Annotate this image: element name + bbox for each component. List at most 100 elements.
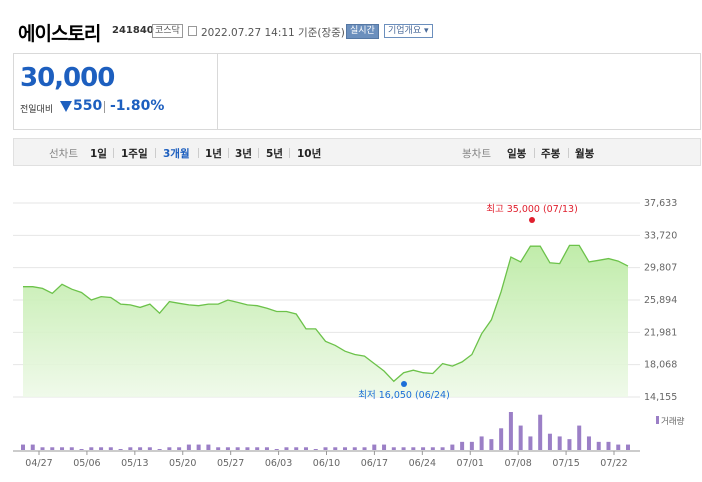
volume-bar	[30, 444, 35, 450]
price-line	[23, 244, 629, 383]
volume-bar	[255, 447, 260, 450]
tab-1d[interactable]: 1일	[90, 148, 107, 160]
x-tick-label: 07/01	[457, 458, 484, 469]
volume-bar	[401, 447, 406, 450]
volume-bar	[138, 447, 143, 450]
volume-bar	[460, 441, 465, 450]
volume-bar	[499, 428, 504, 450]
x-tick-label: 07/15	[552, 458, 579, 469]
volume-bar	[586, 436, 591, 450]
divider	[258, 148, 259, 158]
volume-bar	[479, 436, 484, 450]
volume-bar	[284, 447, 289, 450]
tab-weekly[interactable]: 주봉	[541, 148, 561, 160]
y-tick-label: 21,981	[644, 327, 677, 338]
price-panel: 30,000 전일대비 550 -1.80%	[13, 53, 218, 130]
volume-bar	[40, 447, 45, 450]
volume-bar	[225, 447, 230, 450]
tab-daily[interactable]: 일봉	[507, 148, 527, 160]
volume-bar	[313, 449, 318, 450]
line-chart-label: 선차트	[49, 148, 78, 160]
volume-bar	[89, 447, 94, 450]
volume-bar	[362, 447, 367, 450]
x-tick-label: 07/22	[600, 458, 627, 469]
x-tick-label: 05/27	[217, 458, 244, 469]
volume-bar	[616, 444, 621, 450]
volume-bar	[69, 447, 74, 450]
calendar-icon	[188, 26, 197, 36]
volume-bar	[567, 439, 572, 450]
tab-3y[interactable]: 3년	[235, 148, 252, 160]
volume-bar	[323, 447, 328, 450]
volume-bar	[196, 444, 201, 450]
tab-10y[interactable]: 10년	[297, 148, 322, 160]
volume-bar	[216, 447, 221, 450]
y-tick-label: 14,155	[644, 392, 677, 403]
down-arrow-icon	[60, 101, 72, 112]
volume-bar	[21, 444, 25, 450]
volume-bar	[382, 444, 387, 450]
tab-monthly[interactable]: 월봉	[575, 148, 595, 160]
tab-3m[interactable]: 3개월	[163, 148, 190, 160]
volume-bar	[508, 412, 513, 450]
volume-bar	[469, 441, 474, 450]
y-tick-label: 25,894	[644, 295, 677, 306]
divider	[568, 148, 569, 158]
candle-chart-label: 봉차트	[462, 148, 491, 160]
volume-bar	[333, 447, 338, 450]
volume-bar	[557, 436, 562, 450]
tab-1w[interactable]: 1주일	[121, 148, 148, 160]
divider	[104, 101, 105, 113]
x-tick-label: 06/17	[361, 458, 388, 469]
company-overview-dropdown[interactable]: 기업개요 ▾	[384, 24, 433, 38]
volume-bar	[186, 444, 191, 450]
price-area	[23, 245, 628, 397]
prev-day-label: 전일대비	[20, 105, 54, 115]
volume-bar	[450, 444, 455, 450]
x-tick-label: 05/13	[121, 458, 148, 469]
market-badge: 코스닥	[152, 24, 183, 38]
realtime-button[interactable]: 실시간	[346, 24, 379, 39]
volume-bar	[167, 447, 172, 450]
tab-5y[interactable]: 5년	[266, 148, 283, 160]
x-tick-label: 04/27	[25, 458, 52, 469]
volume-bar	[235, 447, 240, 450]
volume-bar	[577, 425, 582, 450]
volume-bar	[206, 444, 211, 450]
volume-bar	[50, 447, 55, 450]
volume-bar	[372, 444, 377, 450]
volume-bar	[99, 447, 104, 450]
tab-1y[interactable]: 1년	[205, 148, 222, 160]
current-price: 30,000	[20, 63, 115, 93]
volume-bar	[118, 449, 123, 450]
volume-bar	[352, 447, 357, 450]
stock-header: 에이스토리 241840 코스닥 2022.07.27 14:11 기준(장중)…	[0, 0, 702, 52]
volume-bar	[157, 449, 162, 450]
volume-bar	[547, 433, 552, 450]
info-panel	[218, 53, 701, 130]
volume-bar	[538, 414, 543, 450]
divider	[155, 148, 156, 158]
divider	[198, 148, 199, 158]
volume-bar	[391, 447, 396, 450]
volume-legend-swatch	[656, 416, 659, 424]
y-tick-label: 37,633	[644, 198, 677, 209]
max-label: 최고 35,000 (07/13)	[486, 204, 578, 215]
volume-bar	[489, 439, 494, 450]
volume-bar	[303, 447, 308, 450]
volume-bar	[606, 441, 611, 450]
x-tick-label: 05/20	[169, 458, 196, 469]
x-tick-label: 06/24	[409, 458, 436, 469]
x-tick-label: 05/06	[73, 458, 100, 469]
volume-bar	[60, 447, 65, 450]
volume-bar	[128, 447, 133, 450]
volume-bar	[177, 447, 182, 450]
volume-bar	[294, 447, 299, 450]
divider	[228, 148, 229, 158]
price-change-pct: -1.80%	[110, 98, 165, 114]
y-tick-label: 29,807	[644, 263, 677, 274]
volume-bar	[421, 447, 426, 450]
y-tick-label: 18,068	[644, 360, 677, 371]
volume-bar	[430, 447, 435, 450]
